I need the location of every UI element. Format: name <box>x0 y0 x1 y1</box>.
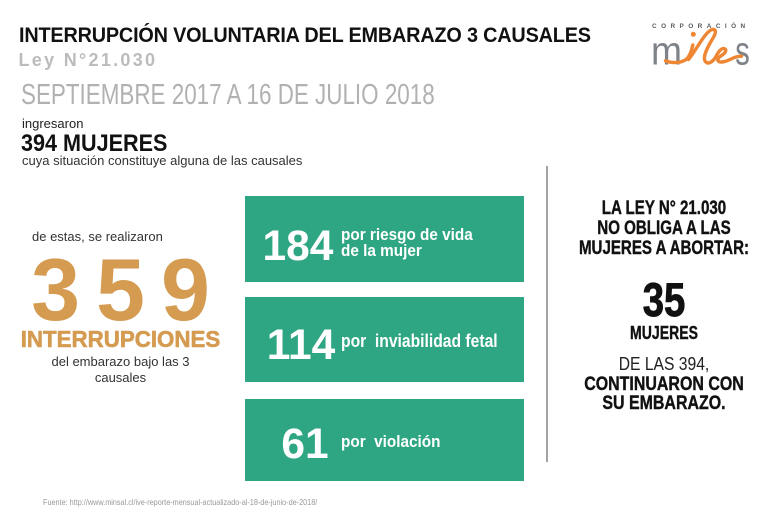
svg-text:CORPORACIÓN: CORPORACIÓN <box>652 21 750 30</box>
svg-text:s: s <box>735 30 750 68</box>
